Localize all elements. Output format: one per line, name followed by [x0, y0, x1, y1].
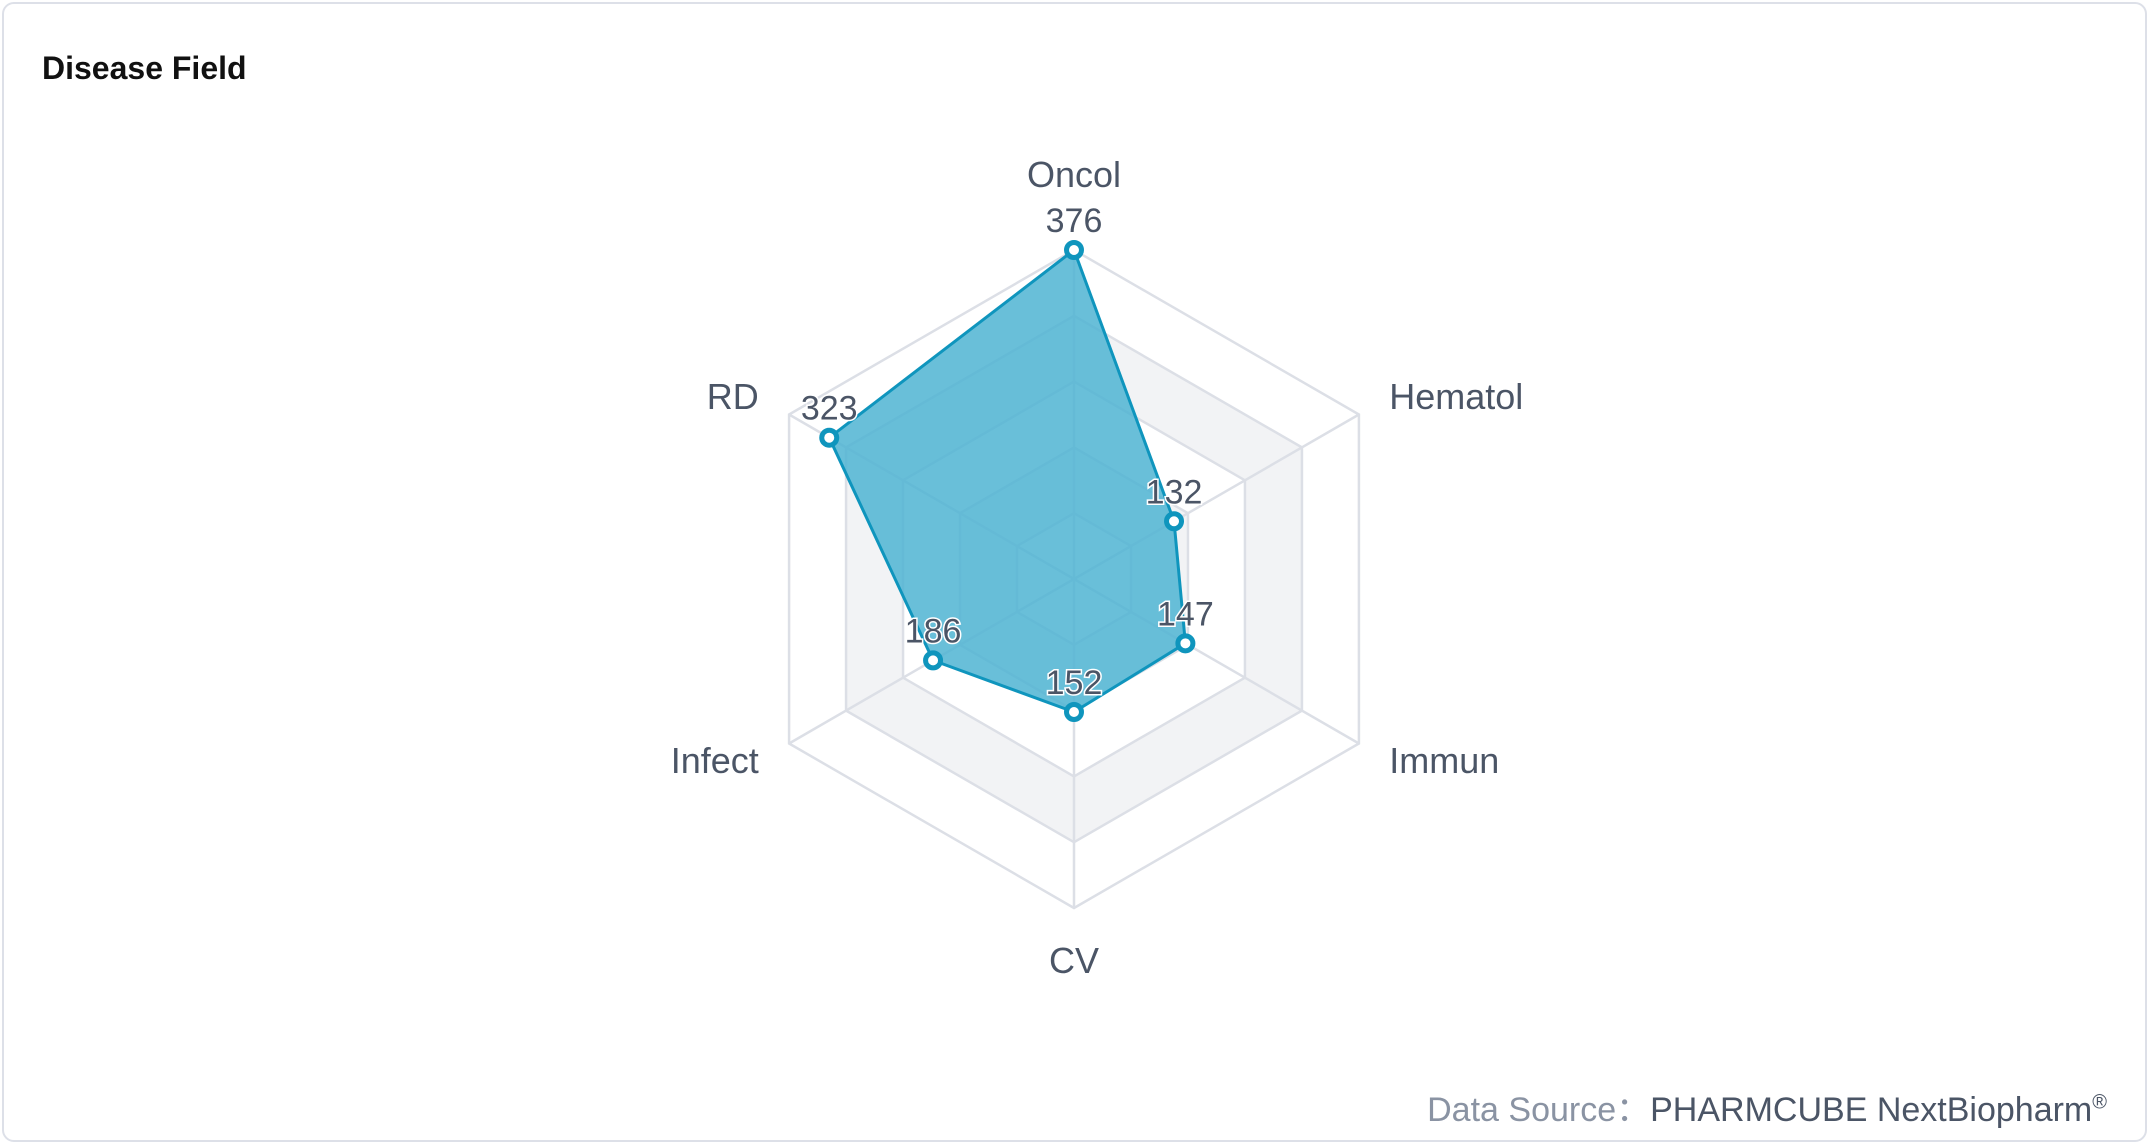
data-point [1064, 702, 1084, 722]
data-source: Data Source：PHARMCUBE NextBiopharm® [1427, 1082, 2107, 1131]
data-point [1064, 240, 1084, 260]
axis-name-label: Oncol [1027, 154, 1121, 195]
axis-name-label: Hematol [1389, 376, 1523, 417]
data-source-label: Data Source： [1427, 1091, 1651, 1129]
data-point [1164, 511, 1185, 532]
data-label: 147 [1157, 595, 1214, 633]
axis-name-label: Infect [671, 740, 759, 781]
data-label: 132 [1146, 473, 1203, 511]
chart-title: Disease Field [42, 50, 247, 86]
data-label: 323 [801, 390, 858, 428]
data-label: 376 [1046, 202, 1103, 240]
data-point [819, 427, 840, 448]
data-source-name: PHARMCUBE NextBiopharm [1650, 1091, 2093, 1129]
axis-name-label: CV [1049, 940, 1099, 981]
axis-name-label: Immun [1389, 740, 1499, 781]
data-label: 186 [905, 612, 962, 650]
axis-name-label: RD [707, 376, 759, 417]
registered-mark: ® [2092, 1091, 2107, 1114]
data-point [923, 650, 944, 671]
data-point [1175, 633, 1196, 654]
data-label: 152 [1046, 664, 1103, 702]
